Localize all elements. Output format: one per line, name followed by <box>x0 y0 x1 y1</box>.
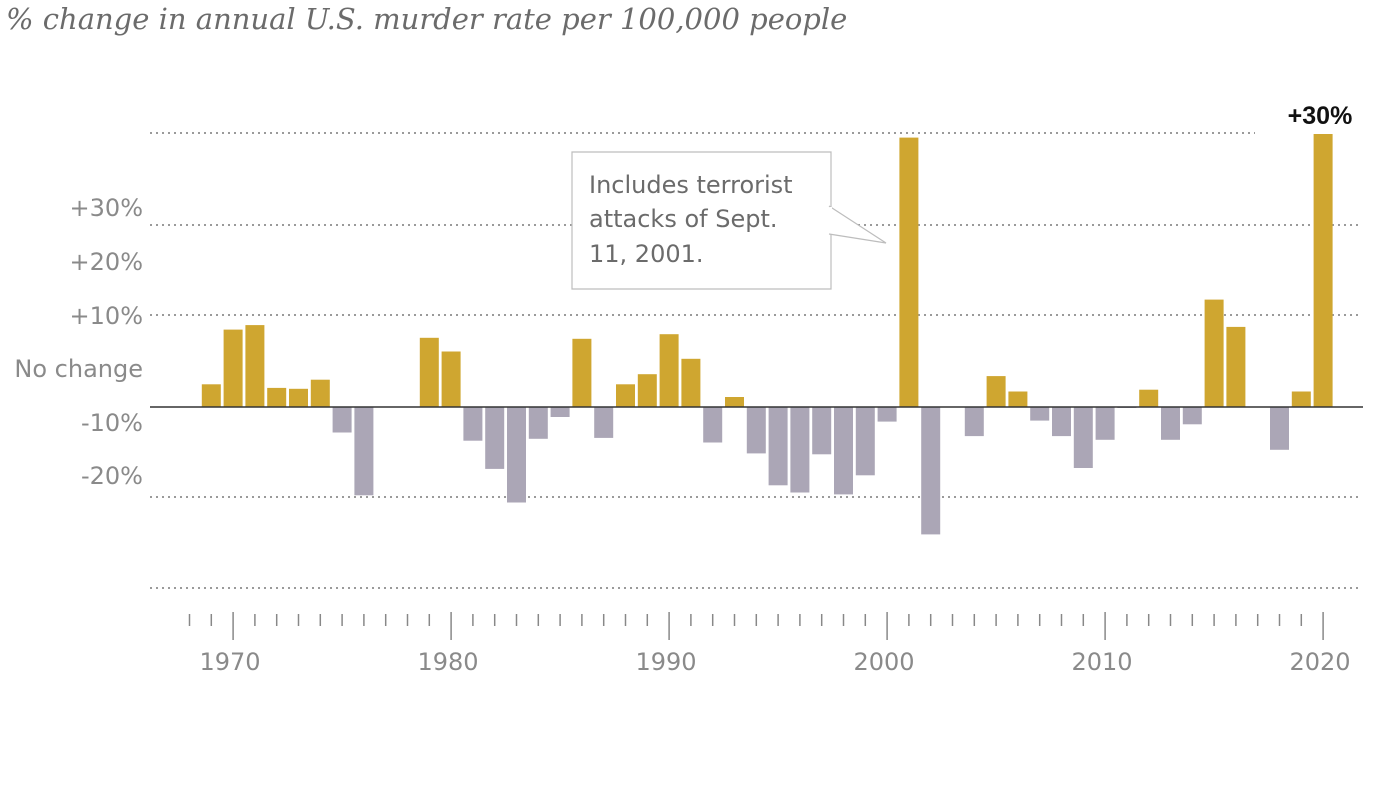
y-tick-label-plus30: +30% <box>70 194 143 222</box>
bar-2006 <box>1008 391 1028 407</box>
bar-2002 <box>921 407 941 535</box>
bar-1998 <box>834 407 853 495</box>
bar-1996 <box>790 407 810 493</box>
bar-2019 <box>1291 391 1311 407</box>
bar-1976 <box>354 407 374 496</box>
bar-2007 <box>1030 407 1050 421</box>
bar-1985 <box>550 407 570 417</box>
y-tick-label-plus20: +20% <box>70 248 143 276</box>
bar-1969 <box>201 384 221 408</box>
x-tick-label-2020: 2020 <box>1289 648 1350 676</box>
callout-pointer <box>828 205 887 244</box>
bar-1980 <box>441 351 461 407</box>
bar-2008 <box>1052 407 1071 437</box>
bar-2016 <box>1226 326 1246 407</box>
bar-1999 <box>855 407 875 476</box>
bar-2004 <box>964 407 984 437</box>
bar-1989 <box>637 374 657 407</box>
callout-line-1: Includes terrorist <box>589 171 793 199</box>
bar-1974 <box>310 379 330 407</box>
bar-2015 <box>1204 299 1224 407</box>
bar-2018 <box>1270 407 1289 450</box>
bar-1970 <box>223 329 243 407</box>
gridlines <box>150 132 1360 589</box>
callout-terrorist-attacks: Includes terrorist attacks of Sept. 11, … <box>571 151 887 290</box>
bar-1988 <box>616 384 635 408</box>
bar-2020 <box>1313 134 1333 407</box>
y-tick-label-no-change: No change <box>14 355 143 383</box>
bar-2005 <box>986 376 1006 407</box>
peak-value-label: +30% <box>1288 102 1353 130</box>
bar-1995 <box>768 407 788 486</box>
bar-1975 <box>332 407 352 433</box>
x-tick-label-1980: 1980 <box>417 648 478 676</box>
bar-1971 <box>245 325 265 407</box>
bar-2009 <box>1073 407 1093 468</box>
callout-line-3: 11, 2001. <box>589 240 704 268</box>
bar-1993 <box>725 397 744 407</box>
bar-1990 <box>659 334 679 407</box>
bar-2013 <box>1161 407 1180 440</box>
callout-box <box>571 151 832 290</box>
bar-2012 <box>1139 389 1159 407</box>
x-tick-label-1970: 1970 <box>199 648 260 676</box>
bar-1997 <box>812 407 832 455</box>
bars <box>201 134 1333 535</box>
callout-line-2: attacks of Sept. <box>589 205 778 233</box>
x-axis-labels: 1970 1980 1990 2000 2010 2020 <box>199 648 1350 676</box>
bar-2014 <box>1182 407 1202 425</box>
bar-2001 <box>899 137 919 407</box>
chart-subtitle: % change in annual U.S. murder rate per … <box>6 2 848 36</box>
bar-1994 <box>746 407 766 454</box>
y-tick-label-minus10: -10% <box>81 409 143 437</box>
bar-1982 <box>485 407 505 469</box>
x-axis-ticks <box>188 612 1324 640</box>
bar-1981 <box>463 407 483 441</box>
bar-1987 <box>594 407 614 438</box>
x-tick-label-1990: 1990 <box>635 648 696 676</box>
bar-1991 <box>681 358 701 407</box>
bar-1979 <box>419 337 439 407</box>
bar-2000 <box>877 407 897 422</box>
x-tick-label-2000: 2000 <box>853 648 914 676</box>
y-axis-labels: +30% +20% +10% No change -10% -20% <box>14 194 143 490</box>
bar-1983 <box>507 407 526 503</box>
bar-1984 <box>528 407 548 439</box>
x-tick-label-2010: 2010 <box>1071 648 1132 676</box>
bar-1973 <box>289 388 308 407</box>
bar-1992 <box>703 407 723 443</box>
bar-2010 <box>1095 407 1115 440</box>
y-tick-label-minus20: -20% <box>81 462 143 490</box>
bar-1986 <box>572 338 592 408</box>
bar-1972 <box>267 387 287 407</box>
y-tick-label-plus10: +10% <box>70 302 143 330</box>
